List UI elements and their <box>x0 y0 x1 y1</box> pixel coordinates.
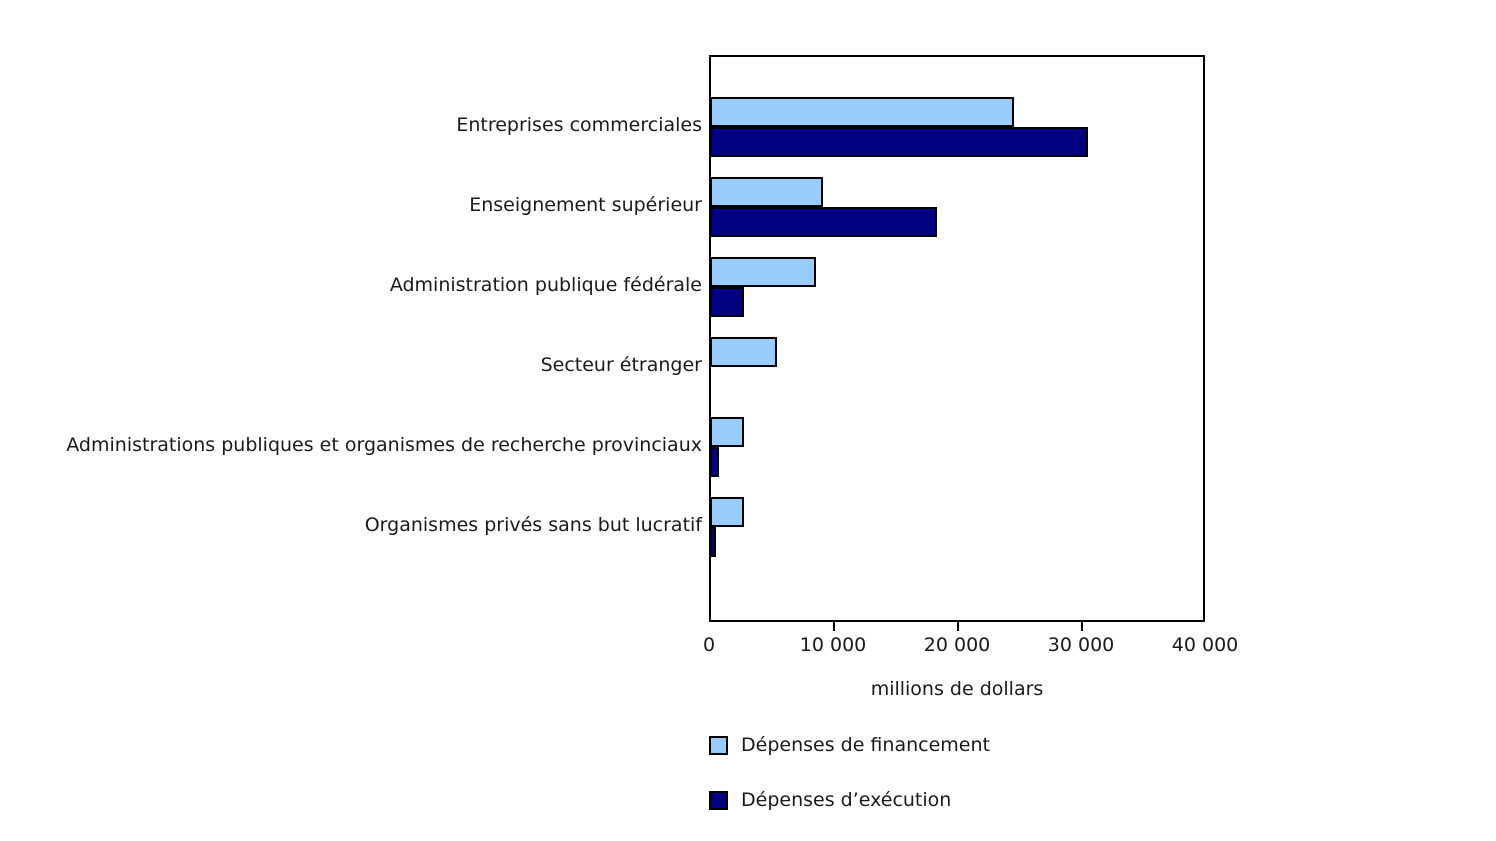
legend-swatch-icon <box>709 790 728 810</box>
bar <box>710 127 1089 157</box>
bar <box>710 287 745 317</box>
bar-group <box>710 337 1203 397</box>
bar-group <box>710 97 1203 157</box>
chart-legend: Dépenses de financement Dépenses d’exécut… <box>709 731 1309 841</box>
category-label: Secteur étranger <box>540 354 702 376</box>
x-tick-label: 20 000 <box>923 634 991 656</box>
bar <box>710 257 817 287</box>
x-axis-title: millions de dollars <box>870 678 1044 700</box>
bar <box>710 497 744 527</box>
bars-layer <box>710 57 1203 620</box>
category-labels: Entreprises commerciales Enseignement sup… <box>0 0 702 827</box>
bar-group <box>710 177 1203 237</box>
category-label: Administration publique fédérale <box>389 274 702 296</box>
x-tick-label: 30 000 <box>1047 634 1115 656</box>
bar <box>710 97 1014 127</box>
category-label: Organismes privés sans but lucratif <box>364 514 702 536</box>
bar <box>710 447 719 477</box>
bar <box>710 527 716 557</box>
bar <box>710 337 778 367</box>
legend-label: Dépenses de financement <box>741 734 990 756</box>
category-label: Enseignement supérieur <box>469 194 702 216</box>
x-tick-label: 10 000 <box>799 634 867 656</box>
bar-group <box>710 497 1203 557</box>
x-tick-mark <box>957 622 959 631</box>
category-label: Administrations publiques et organismes … <box>66 434 702 456</box>
category-label: Entreprises commerciales <box>456 114 702 136</box>
legend-swatch-icon <box>709 735 728 755</box>
bar <box>710 417 744 447</box>
x-tick-mark <box>833 622 835 631</box>
x-tick-label: 0 <box>702 634 716 656</box>
x-axis: 0 10 000 20 000 30 000 40 000 <box>703 622 1238 682</box>
legend-item[interactable]: Dépenses d’exécution <box>709 786 1309 814</box>
bar-group <box>710 257 1203 317</box>
legend-item[interactable]: Dépenses de financement <box>709 731 1309 759</box>
plot-area <box>709 55 1205 622</box>
bar <box>710 177 823 207</box>
x-tick-mark <box>1081 622 1083 631</box>
legend-label: Dépenses d’exécution <box>741 789 952 811</box>
bar <box>710 207 938 237</box>
bar-group <box>710 417 1203 477</box>
x-tick-label: 40 000 <box>1171 634 1239 656</box>
